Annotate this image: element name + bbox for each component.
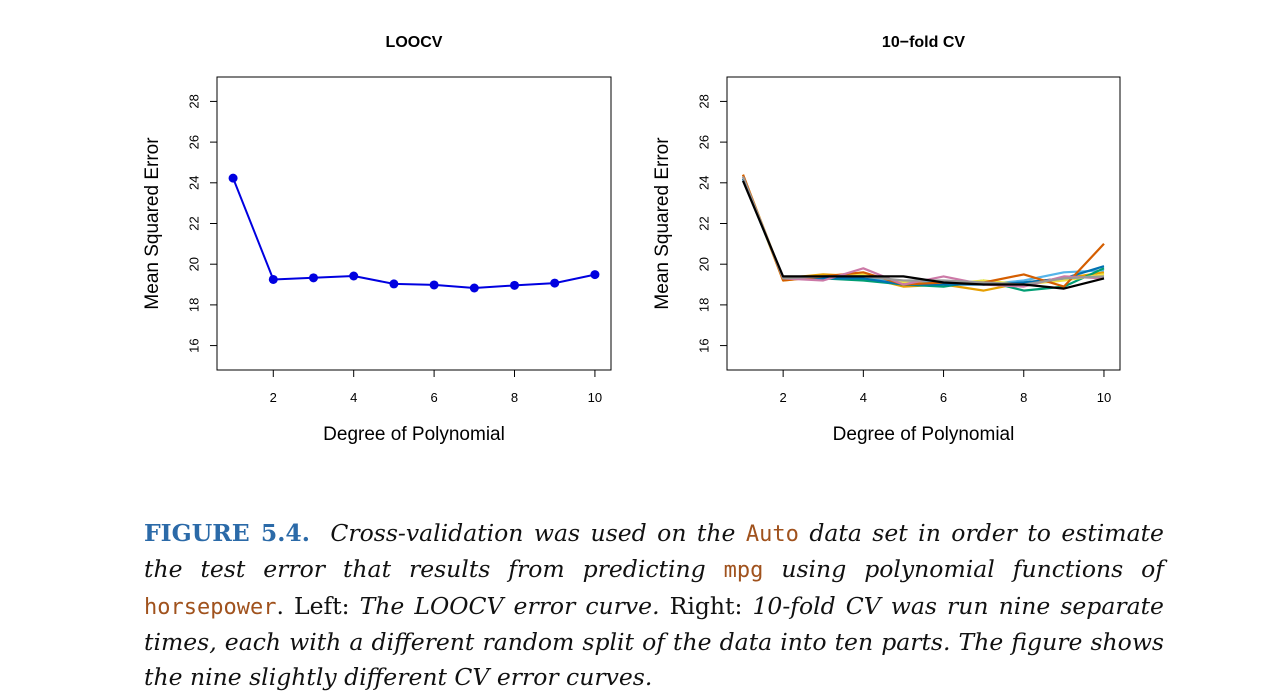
caption-code-mpg: mpg (724, 558, 764, 583)
chart-1-y-tick-label-24: 24 (186, 176, 201, 190)
caption-text-4: . Left: (276, 592, 349, 620)
caption-code-horsepower: horsepower (144, 595, 276, 620)
chart-1-title: LOOCV (386, 34, 443, 51)
chart-1-x-tick-label-4: 4 (350, 390, 357, 405)
chart-2-series-2-line (743, 177, 1104, 285)
chart-1-x-tick-label-2: 2 (270, 390, 277, 405)
chart-2-y-tick-label-26: 26 (696, 135, 711, 149)
chart-2-title: 10−fold CV (882, 34, 965, 51)
chart-2-series-9-line (743, 181, 1104, 289)
chart-2-plot-frame (727, 77, 1120, 370)
chart-2-series-5-line (743, 179, 1104, 285)
chart-2-x-tick-label-2: 2 (780, 390, 787, 405)
chart-1-series-1-point-4 (349, 271, 358, 280)
caption-text-6: Right: (670, 592, 743, 620)
chart-2-x-tick-label-4: 4 (860, 390, 867, 405)
chart-1-y-tick-label-18: 18 (186, 298, 201, 312)
chart-2-x-axis-label: Degree of Polynomial (833, 424, 1015, 445)
chart-1-y-axis-label: Mean Squared Error (142, 137, 163, 310)
chart-1-series-1-point-7 (470, 284, 479, 293)
chart-2-x-tick-label-6: 6 (940, 390, 947, 405)
chart-1-x-tick-label-6: 6 (430, 390, 437, 405)
chart-2-x-tick-label-10: 10 (1097, 390, 1111, 405)
chart-1-y-tick-label-16: 16 (186, 338, 201, 352)
chart-2-series-6-line (743, 175, 1104, 287)
chart-1-series-1-point-1 (229, 174, 238, 183)
figure-caption: FIGURE 5.4. Cross-validation was used on… (144, 516, 1164, 694)
chart-1-y-tick-label-26: 26 (186, 135, 201, 149)
chart-2-y-tick-label-18: 18 (696, 298, 711, 312)
chart-2-series-7-line (743, 177, 1104, 287)
chart-1-y-tick-label-20: 20 (186, 257, 201, 271)
chart-1-series-1-point-9 (550, 279, 559, 288)
chart-2: 10−fold CV Degree of Polynomial Mean Squar… (652, 34, 1120, 445)
chart-1-x-tick-label-8: 8 (511, 390, 518, 405)
chart-2-series-3-line (743, 179, 1104, 291)
chart-2-y-tick-label-24: 24 (696, 176, 711, 190)
caption-text-1: Cross-validation was used on the (330, 519, 735, 547)
chart-1-x-tick-label-10: 10 (588, 390, 602, 405)
chart-1-series-1-point-8 (510, 281, 519, 290)
chart-1-series-1-point-3 (309, 273, 318, 282)
caption-label: FIGURE 5.4. (144, 519, 310, 547)
chart-1-series-1-line (233, 178, 595, 288)
caption-text-3: using polynomial functions of (781, 555, 1164, 583)
caption-code-auto: Auto (746, 522, 799, 547)
chart-1: LOOCV Degree of Polynomial Mean Squared Er… (142, 34, 611, 445)
chart-1-y-tick-label-28: 28 (186, 94, 201, 108)
chart-2-y-tick-label-20: 20 (696, 257, 711, 271)
chart-1-plot-frame (217, 77, 611, 370)
chart-1-series-1-point-5 (389, 279, 398, 288)
chart-1-series-1-point-10 (590, 270, 599, 279)
chart-2-series-1-line (743, 175, 1104, 291)
figure-panels: LOOCV Degree of Polynomial Mean Squared Er… (0, 0, 1280, 480)
chart-2-y-axis-label: Mean Squared Error (652, 137, 673, 310)
chart-1-series-1-point-2 (269, 275, 278, 284)
caption-text-5: The LOOCV error curve. (360, 592, 660, 620)
chart-2-series-8-line (743, 177, 1104, 285)
chart-1-series-1-point-6 (430, 280, 439, 289)
chart-2-y-tick-label-16: 16 (696, 338, 711, 352)
chart-1-x-axis-label: Degree of Polynomial (323, 424, 505, 445)
chart-2-series-4-line (743, 177, 1104, 285)
chart-2-x-tick-label-8: 8 (1020, 390, 1027, 405)
chart-2-y-tick-label-22: 22 (696, 216, 711, 230)
chart-2-y-tick-label-28: 28 (696, 94, 711, 108)
chart-1-y-tick-label-22: 22 (186, 216, 201, 230)
